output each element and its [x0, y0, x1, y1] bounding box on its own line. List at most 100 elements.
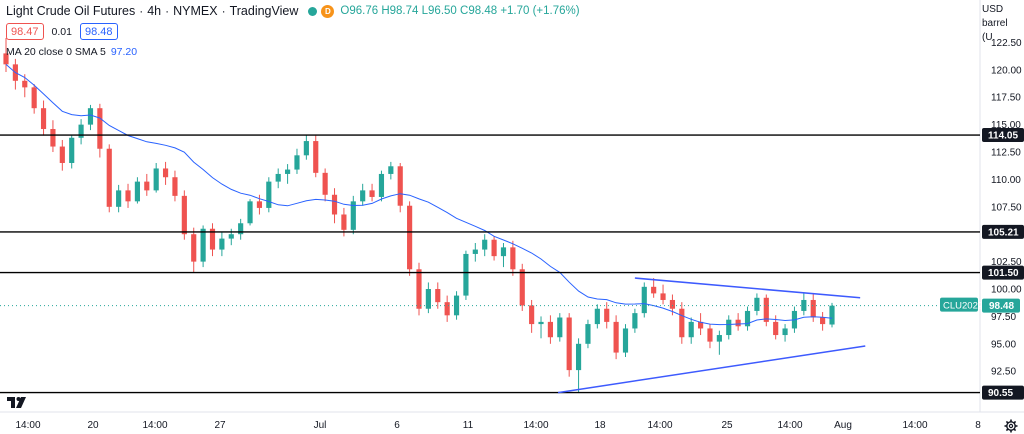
y-tick-label: 115.00: [991, 120, 1021, 131]
y-tick-label: 100.00: [991, 285, 1022, 296]
currency-unit-selector[interactable]: USD barrel (U: [982, 3, 1020, 45]
candle-body: [632, 313, 638, 329]
y-tick-label: 120.00: [991, 65, 1022, 76]
candle-body: [162, 168, 169, 178]
x-tick-label: 11: [463, 420, 474, 431]
level-price-label: 90.55: [988, 388, 1013, 399]
candle-body: [59, 146, 65, 163]
candle-body: [529, 305, 535, 325]
x-tick-label: 14:00: [902, 420, 927, 431]
candle-body: [50, 129, 56, 147]
candle-body: [87, 108, 94, 125]
level-price-label: 105.21: [988, 227, 1019, 238]
candle-body: [482, 239, 488, 250]
open-label: O: [340, 5, 350, 17]
buy-price-button[interactable]: 98.48: [79, 23, 118, 40]
candle-body: [266, 181, 272, 208]
ohlc-values: O96.76 H98.74 L96.50 C98.48 +1.70 (+1.76…: [340, 5, 579, 17]
candle-body: [69, 137, 75, 163]
x-tick-label: 6: [394, 420, 400, 431]
candle-body: [773, 321, 779, 336]
candle-body: [22, 80, 28, 88]
y-tick-label: 117.50: [991, 93, 1021, 104]
level-price-label: 101.50: [988, 268, 1019, 279]
x-tick-label: Jul: [314, 420, 327, 431]
legend-separator: ·: [221, 4, 226, 18]
candle-body: [388, 166, 394, 174]
x-tick-label: 20: [87, 420, 99, 431]
candle-body: [416, 269, 422, 309]
candle-body: [247, 201, 253, 224]
close-value: 98.48: [468, 5, 498, 17]
y-tick-label: 97.50: [991, 312, 1016, 323]
candle-body: [829, 305, 835, 325]
tradingview-logo-icon[interactable]: [6, 393, 28, 411]
candle-body: [585, 324, 591, 344]
level-price-tag: [982, 385, 1024, 400]
candle-body: [566, 317, 572, 371]
candle-body: [820, 317, 826, 325]
delayed-data-badge[interactable]: D: [321, 4, 335, 18]
high-label: H: [381, 5, 390, 17]
candle-body: [153, 168, 159, 191]
candle-body: [726, 319, 732, 336]
spread-value: 0.01: [51, 25, 72, 38]
candle-body: [106, 148, 112, 207]
candle-body: [491, 239, 497, 257]
symbol-tag-label: CLU2022: [943, 301, 983, 312]
candle-body: [341, 214, 347, 230]
market-open-dot-icon: [308, 6, 318, 16]
candle-body: [735, 319, 741, 327]
trendline-upper[interactable]: [634, 277, 861, 299]
symbol-title: Light Crude Oil Futures: [6, 4, 136, 18]
candle-body: [707, 328, 713, 342]
candle-body: [238, 223, 244, 235]
candle-body: [331, 194, 338, 215]
candle-body: [500, 247, 507, 257]
indicator-legend[interactable]: MA 20 close 0 SMA 5 97.20: [6, 46, 137, 58]
candle-body: [313, 141, 319, 173]
candle-body: [322, 172, 328, 195]
candle-body: [116, 190, 122, 207]
legend-separator: ·: [165, 4, 170, 18]
x-tick-label: 8: [975, 420, 981, 431]
candle-body: [40, 108, 47, 130]
x-tick-label: 14:00: [777, 420, 802, 431]
candle-body: [425, 289, 431, 309]
candle-body: [754, 297, 760, 311]
candle-body: [294, 155, 300, 170]
candle-body: [97, 108, 103, 149]
candle-body: [698, 321, 704, 329]
candle-body: [369, 190, 375, 197]
y-tick-label: 110.00: [991, 175, 1021, 186]
high-value: 98.74: [389, 5, 419, 17]
candle-body: [575, 343, 582, 371]
symbol-tag: [940, 297, 978, 312]
last-price-tag: [982, 298, 1020, 313]
candle-body: [303, 141, 309, 156]
candle-body: [125, 190, 131, 202]
y-tick-label: 112.50: [991, 148, 1021, 159]
candle-body: [716, 335, 722, 342]
candle-body: [350, 201, 356, 230]
gear-icon[interactable]: [1004, 419, 1018, 433]
candle-body: [651, 286, 657, 294]
trendline-lower[interactable]: [557, 345, 866, 394]
symbol-legend[interactable]: Light Crude Oil Futures · 4h · NYMEX · T…: [6, 4, 580, 18]
sell-price-button[interactable]: 98.47: [6, 23, 44, 40]
candle-body: [547, 321, 553, 338]
candle-body: [641, 286, 647, 314]
candle-body: [444, 302, 450, 316]
candle-body: [3, 53, 9, 65]
source-label: TradingView: [229, 4, 299, 18]
candle-body: [378, 173, 385, 197]
candle-body: [463, 253, 469, 296]
indicator-value: 97.20: [110, 46, 138, 58]
candle-body: [144, 181, 150, 191]
level-price-tag: [982, 224, 1024, 239]
candle-body: [78, 124, 84, 138]
y-tick-label: 92.50: [991, 367, 1016, 378]
candle-body: [604, 308, 610, 322]
